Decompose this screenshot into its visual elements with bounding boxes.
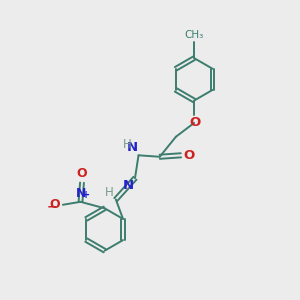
Text: −: −	[46, 201, 57, 214]
Text: O: O	[189, 116, 200, 129]
Text: H: H	[123, 138, 132, 151]
Text: O: O	[50, 198, 61, 211]
Text: N: N	[127, 141, 138, 154]
Text: N: N	[76, 187, 87, 200]
Text: N: N	[122, 179, 134, 192]
Text: +: +	[82, 190, 90, 200]
Text: CH₃: CH₃	[184, 30, 204, 40]
Text: H: H	[105, 187, 114, 200]
Text: O: O	[184, 149, 195, 162]
Text: O: O	[77, 167, 87, 180]
